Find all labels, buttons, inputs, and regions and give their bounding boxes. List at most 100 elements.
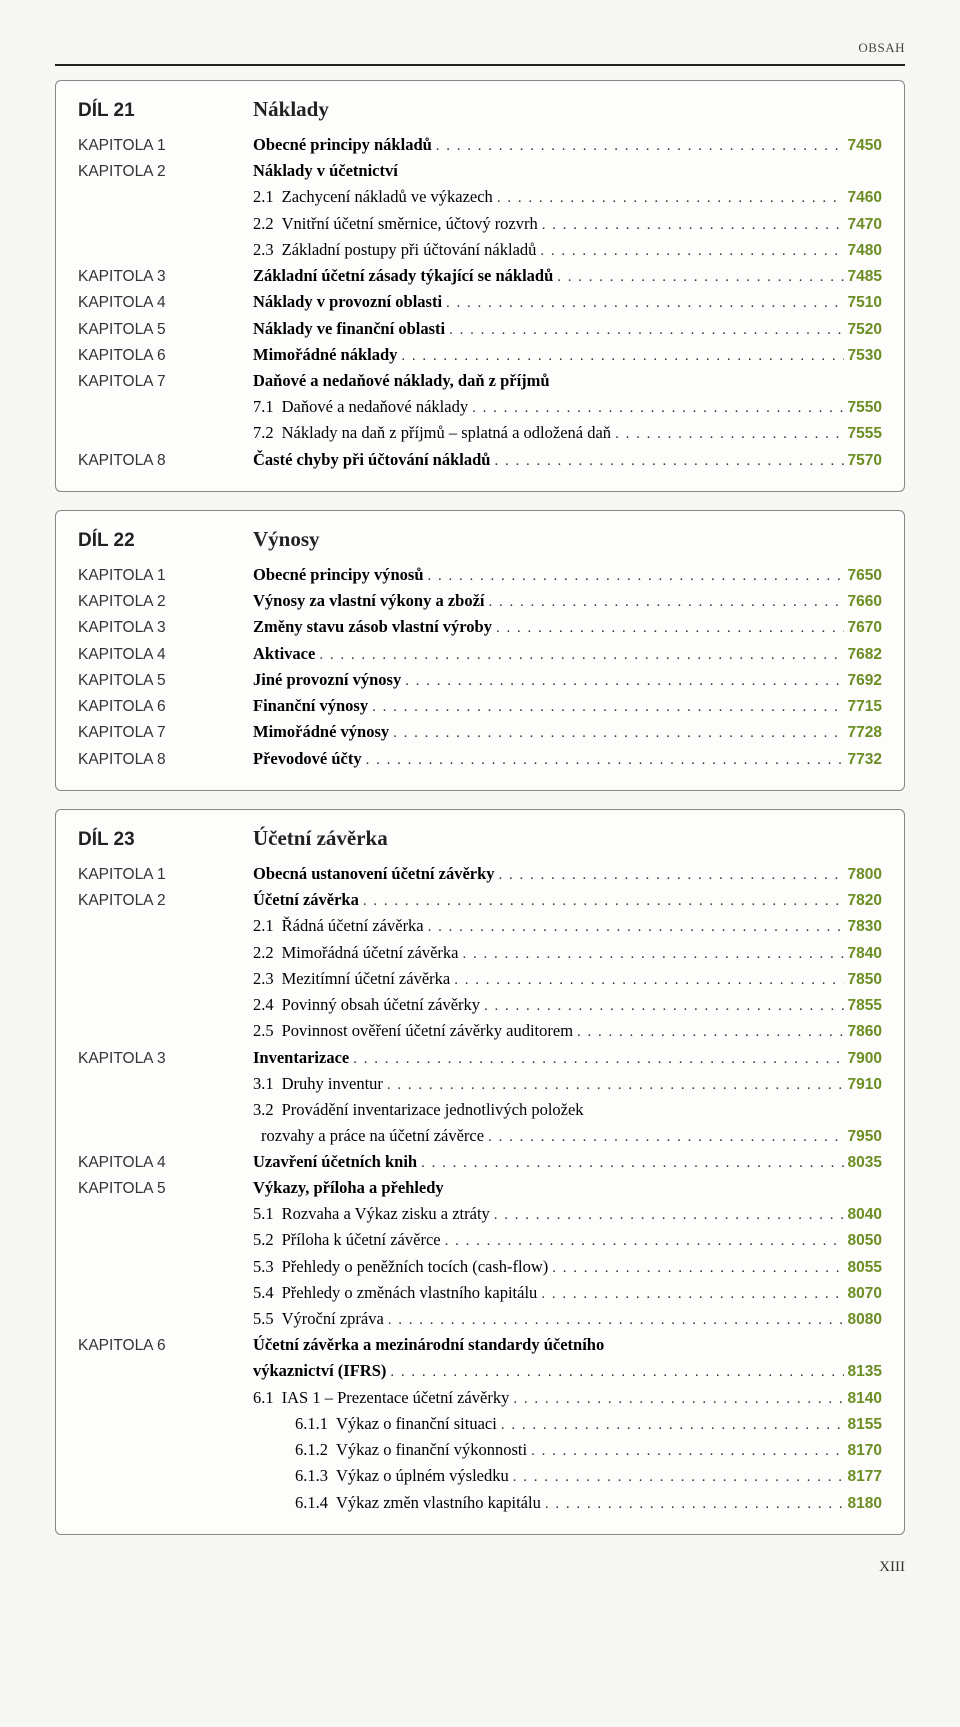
toc-row: KAPITOLA 3Inventarizace 7900 bbox=[78, 1045, 882, 1071]
sub-number: 2.3 bbox=[253, 966, 282, 992]
toc-row: 2.1Zachycení nákladů ve výkazech7460 bbox=[78, 184, 882, 210]
toc-content: Uzavření účetních knih8035 bbox=[253, 1149, 882, 1175]
page-number: 7460 bbox=[844, 186, 882, 210]
sub-number: 7.1 bbox=[253, 394, 282, 420]
toc-row: KAPITOLA 7Mimořádné výnosy7728 bbox=[78, 719, 882, 745]
page-number: 8135 bbox=[844, 1360, 882, 1384]
toc-content: 2.1Řádná účetní závěrka7830 bbox=[253, 913, 882, 939]
toc-content: Aktivace7682 bbox=[253, 641, 882, 667]
page-number: 7550 bbox=[844, 396, 882, 420]
page-number: 7510 bbox=[844, 291, 882, 315]
toc-row: KAPITOLA 8Časté chyby při účtování nákla… bbox=[78, 447, 882, 473]
toc-row: KAPITOLA 6Finanční výnosy7715 bbox=[78, 693, 882, 719]
page-number: 7485 bbox=[844, 265, 882, 289]
toc-row: 6.1.3Výkaz o úplném výsledku8177 bbox=[78, 1463, 882, 1489]
leader-dots bbox=[389, 722, 843, 745]
sub-number: 2.3 bbox=[253, 237, 282, 263]
sub-number: 2.2 bbox=[253, 211, 282, 237]
toc-content: 3.2Provádění inventarizace jednotlivých … bbox=[253, 1097, 882, 1123]
sub-number: 6.1 bbox=[253, 1385, 282, 1411]
page-number: 7820 bbox=[844, 889, 882, 913]
chapter-label: KAPITOLA 7 bbox=[78, 721, 253, 745]
entry-label: rozvahy a práce na účetní závěrce bbox=[261, 1123, 484, 1149]
toc-content: 2.2Vnitřní účetní směrnice, účtový rozvr… bbox=[253, 211, 882, 237]
toc-content: 7.2Náklady na daň z příjmů – splatná a o… bbox=[253, 420, 882, 446]
sub-number: 2.2 bbox=[253, 940, 282, 966]
page-number: 7650 bbox=[844, 564, 882, 588]
chapter-label: KAPITOLA 5 bbox=[78, 669, 253, 693]
toc-content: 2.4Povinný obsah účetní závěrky7855 bbox=[253, 992, 882, 1018]
entry-label: Mimořádná účetní závěrka bbox=[282, 940, 459, 966]
entry-label: Náklady ve finanční oblasti bbox=[253, 316, 445, 342]
leader-dots bbox=[359, 890, 844, 913]
header-rule bbox=[55, 64, 905, 66]
toc-row: 6.1IAS 1 – Prezentace účetní závěrky8140 bbox=[78, 1385, 882, 1411]
dil-title: Výnosy bbox=[253, 527, 320, 552]
entry-label: Náklady v provozní oblasti bbox=[253, 289, 442, 315]
toc-row: 3.2Provádění inventarizace jednotlivých … bbox=[78, 1097, 882, 1123]
page-number: 7950 bbox=[844, 1125, 882, 1149]
toc-section: DÍL 22VýnosyKAPITOLA 1Obecné principy vý… bbox=[55, 510, 905, 791]
leader-dots bbox=[450, 969, 843, 992]
leader-dots bbox=[441, 1230, 844, 1253]
page-number: 7850 bbox=[844, 968, 882, 992]
page-number: 8140 bbox=[844, 1387, 882, 1411]
toc-row: KAPITOLA 5Jiné provozní výnosy7692 bbox=[78, 667, 882, 693]
toc-row: 6.1.1Výkaz o finanční situaci8155 bbox=[78, 1411, 882, 1437]
entry-label: Inventarizace bbox=[253, 1045, 349, 1071]
dil-label: DÍL 22 bbox=[78, 530, 253, 552]
entry-label: Výkaz o finanční výkonnosti bbox=[336, 1437, 527, 1463]
sub-number: 7.2 bbox=[253, 420, 282, 446]
page-number: 8040 bbox=[844, 1203, 882, 1227]
toc-row: KAPITOLA 3Základní účetní zásady týkajíc… bbox=[78, 263, 882, 289]
toc-row: KAPITOLA 1Obecné principy nákladů7450 bbox=[78, 132, 882, 158]
leader-dots bbox=[445, 319, 843, 342]
toc-row: 2.2Vnitřní účetní směrnice, účtový rozvr… bbox=[78, 211, 882, 237]
entry-label: Provádění inventarizace jednotlivých pol… bbox=[282, 1097, 584, 1123]
page-number: 7900 bbox=[844, 1047, 882, 1071]
entry-label: Přehledy o změnách vlastního kapitálu bbox=[282, 1280, 538, 1306]
toc-content: Náklady ve finanční oblasti7520 bbox=[253, 316, 882, 342]
chapter-label: KAPITOLA 4 bbox=[78, 1151, 253, 1175]
sub-number: 2.5 bbox=[253, 1018, 282, 1044]
chapter-label: KAPITOLA 6 bbox=[78, 695, 253, 719]
entry-label: Obecné principy nákladů bbox=[253, 132, 432, 158]
leader-dots bbox=[458, 943, 843, 966]
entry-label: Výkaz změn vlastního kapitálu bbox=[336, 1490, 541, 1516]
toc-row: 6.1.4Výkaz změn vlastního kapitálu8180 bbox=[78, 1490, 882, 1516]
leader-dots bbox=[397, 345, 843, 368]
toc-content: Základní účetní zásady týkající se nákla… bbox=[253, 263, 882, 289]
entry-label: Jiné provozní výnosy bbox=[253, 667, 401, 693]
entry-label: Vnitřní účetní směrnice, účtový rozvrh bbox=[282, 211, 538, 237]
toc-content: Mimořádné výnosy7728 bbox=[253, 719, 882, 745]
toc-content: Převodové účty7732 bbox=[253, 746, 882, 772]
toc-row: KAPITOLA 2Náklady v účetnictví bbox=[78, 158, 882, 184]
toc-row: KAPITOLA 4Uzavření účetních knih8035 bbox=[78, 1149, 882, 1175]
chapter-label: KAPITOLA 2 bbox=[78, 160, 253, 184]
leader-dots bbox=[401, 670, 843, 693]
dil-label: DÍL 21 bbox=[78, 100, 253, 122]
chapter-label: KAPITOLA 8 bbox=[78, 449, 253, 473]
toc-content: Obecné principy výnosů7650 bbox=[253, 562, 882, 588]
toc-row: výkaznictví (IFRS)8135 bbox=[78, 1358, 882, 1384]
toc-content: výkaznictví (IFRS)8135 bbox=[253, 1358, 882, 1384]
chapter-label: KAPITOLA 3 bbox=[78, 1047, 253, 1071]
page-number: 8155 bbox=[844, 1413, 882, 1437]
toc-row: KAPITOLA 5Výkazy, příloha a přehledy bbox=[78, 1175, 882, 1201]
leader-dots bbox=[492, 617, 844, 640]
chapter-label: KAPITOLA 5 bbox=[78, 1177, 253, 1201]
entry-label: Časté chyby při účtování nákladů bbox=[253, 447, 490, 473]
toc-content: Mimořádné náklady7530 bbox=[253, 342, 882, 368]
toc-content: 2.5Povinnost ověření účetní závěrky audi… bbox=[253, 1018, 882, 1044]
toc-row: 6.1.2Výkaz o finanční výkonnosti8170 bbox=[78, 1437, 882, 1463]
page-number: 7530 bbox=[844, 344, 882, 368]
dil-title: Náklady bbox=[253, 97, 329, 122]
toc-content: Jiné provozní výnosy7692 bbox=[253, 667, 882, 693]
toc-content: Výnosy za vlastní výkony a zboží7660 bbox=[253, 588, 882, 614]
entry-label: Mimořádné výnosy bbox=[253, 719, 389, 745]
entry-label: Výkaz o úplném výsledku bbox=[336, 1463, 509, 1489]
sub-number: 5.5 bbox=[253, 1306, 282, 1332]
page-number: 8050 bbox=[844, 1229, 882, 1253]
entry-label: Uzavření účetních knih bbox=[253, 1149, 417, 1175]
toc-content: Účetní závěrka7820 bbox=[253, 887, 882, 913]
